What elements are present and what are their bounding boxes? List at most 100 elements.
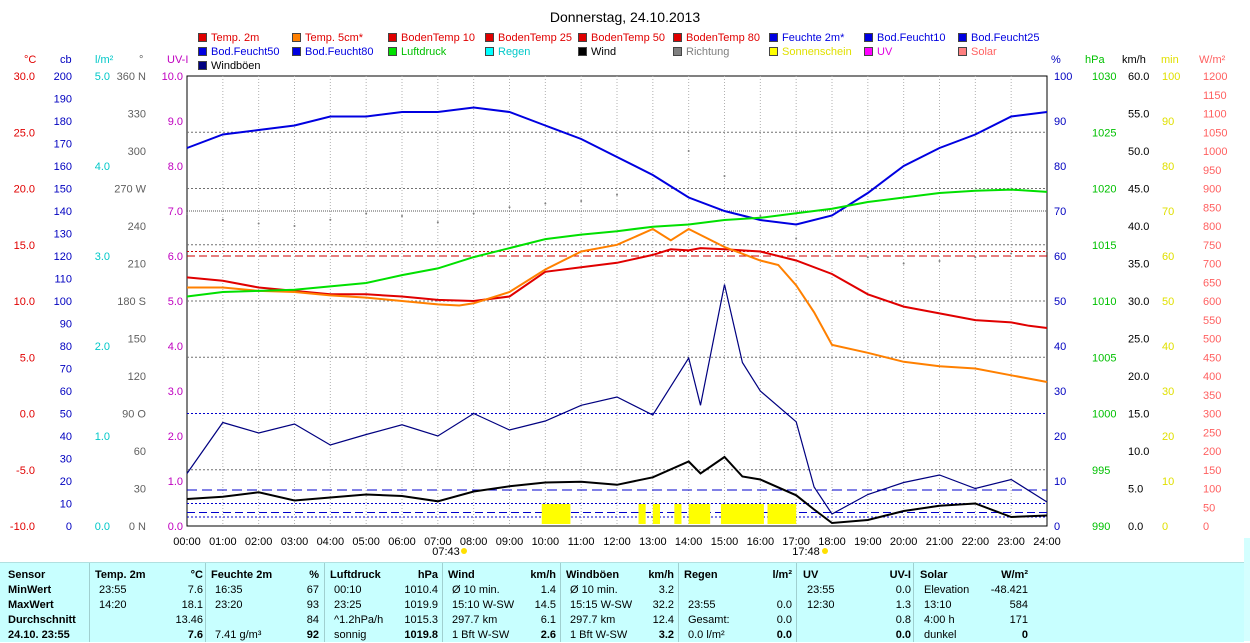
axis-tick-cb: 120 (54, 251, 72, 263)
stats-cell-value: 12.4 (652, 614, 674, 626)
axis-tick-solar: 450 (1203, 352, 1221, 364)
axis-tick-hum: 30 (1054, 386, 1066, 398)
direction-point (186, 212, 188, 215)
axis-unit-temp: °C (24, 54, 36, 66)
x-tick-label: 04:00 (317, 536, 345, 548)
direction-point (902, 262, 905, 265)
axis-tick-hum: 80 (1054, 161, 1066, 173)
axis-unit-solar: W/m² (1199, 54, 1226, 66)
stats-row-label: MinWert (8, 584, 52, 596)
axis-tick-wind: 30.0 (1128, 296, 1149, 308)
direction-point (974, 256, 977, 259)
axis-tick-temp: 0.0 (20, 409, 35, 421)
stats-cell-time: Gesamt: (688, 614, 730, 626)
axis-tick-wind: 25.0 (1128, 334, 1149, 346)
stats-cell-value: 3.2 (658, 629, 674, 641)
axis-tick-cb: 190 (54, 94, 72, 106)
stats-cell-time: 297.7 km (452, 614, 498, 626)
stats-cell-value: 0.0 (895, 629, 911, 641)
stats-cell-time: 4:00 h (924, 614, 955, 626)
column-separator (678, 563, 679, 642)
stats-cell-time: 15:15 W-SW (570, 599, 633, 611)
axis-tick-rain: 2.0 (95, 341, 110, 353)
legend-label: Regen (498, 46, 531, 58)
stats-header-unit: hPa (417, 569, 438, 581)
stats-cell-value: 93 (306, 599, 319, 611)
stats-header-unit: W/m² (1001, 569, 1028, 581)
legend-item: Bod.Feucht25 (958, 32, 1040, 44)
legend-label: Temp. 5cm* (305, 32, 364, 44)
stats-cell-time: Ø 10 min. (452, 584, 500, 596)
stats-cell-time: 13:10 (924, 599, 952, 611)
axis-tick-cb: 170 (54, 139, 72, 151)
axis-tick-solar: 300 (1203, 409, 1221, 421)
axis-tick-cb: 200 (54, 71, 72, 83)
stats-header: Sensor (8, 569, 46, 581)
legend-item: Feuchte 2m* (769, 32, 844, 44)
direction-point (580, 200, 583, 202)
legend-item: Sonnenschein (769, 46, 852, 58)
x-tick-label: 10:00 (532, 536, 560, 548)
stats-cell-value: 2.6 (540, 629, 556, 641)
legend-item: UV (864, 46, 892, 58)
sunshine-bar (541, 504, 571, 524)
stats-cell-time: Ø 10 min. (570, 584, 618, 596)
direction-point (795, 237, 798, 240)
axis-tick-dir: 330 (128, 109, 146, 121)
axis-tick-dir: 270 W (114, 184, 146, 196)
stats-cell-time: 00:10 (334, 584, 362, 596)
chart-title: Donnerstag, 24.10.2013 (550, 9, 700, 25)
legend-label: Bod.Feucht25 (971, 32, 1040, 44)
axis-tick-hum: 90 (1054, 116, 1066, 128)
axis-tick-hum: 100 (1054, 71, 1072, 83)
stats-cell-value: 14.5 (534, 599, 556, 611)
axis-tick-min: 100 (1162, 71, 1180, 83)
axis-unit-cb: cb (60, 54, 72, 66)
axis-tick-cb: 10 (60, 499, 72, 511)
axis-tick-solar: 1150 (1203, 90, 1227, 102)
legend-label: Bod.Feucht50 (211, 46, 280, 58)
axis-tick-dir: 240 (128, 221, 146, 233)
axis-tick-temp: 25.0 (14, 127, 35, 139)
axis-tick-cb: 110 (54, 274, 72, 286)
stats-cell-value: 0.0 (776, 614, 792, 626)
column-separator (205, 563, 206, 642)
stats-cell-time: 23:55 (688, 599, 716, 611)
x-tick-label: 03:00 (281, 536, 309, 548)
axis-unit-rain: l/m² (95, 54, 114, 66)
axis-tick-dir: 30 (134, 484, 146, 496)
axis-tick-rain: 0.0 (95, 521, 110, 533)
axis-tick-cb: 150 (54, 184, 72, 196)
legend-label: Bod.Feucht80 (305, 46, 374, 58)
sunshine-bar (688, 504, 711, 524)
axis-tick-hum: 10 (1054, 476, 1066, 488)
legend-item: Bod.Feucht10 (864, 32, 946, 44)
legend-swatch (578, 47, 587, 56)
axis-tick-solar: 200 (1203, 446, 1221, 458)
legend-item: Bod.Feucht80 (292, 46, 374, 58)
axis-tick-press: 1030 (1092, 71, 1116, 83)
legend-swatch (958, 47, 967, 56)
axis-tick-rain: 1.0 (95, 431, 110, 443)
axis-tick-temp: 30.0 (14, 71, 35, 83)
axis-tick-min: 20 (1162, 431, 1174, 443)
legend-item: Temp. 5cm* (292, 32, 363, 44)
legend-label: Windböen (211, 60, 261, 72)
legend-swatch (198, 61, 207, 70)
legend-label: Sonnenschein (782, 46, 852, 58)
stats-table: Sensor Temp. 2m °C Feuchte 2m% Luftdruck hPa W… (0, 562, 1244, 642)
x-tick-label: 07:00 (424, 536, 452, 548)
stats-cell-time: ^1.2hPa/h (334, 614, 384, 626)
axis-tick-solar: 550 (1203, 315, 1221, 327)
axis-tick-press: 995 (1092, 465, 1110, 477)
axis-tick-dir: 300 (128, 146, 146, 158)
axis-tick-press: 1010 (1092, 296, 1116, 308)
stats-cell-time: 1 Bft W-SW (570, 629, 628, 641)
axis-tick-solar: 150 (1203, 465, 1221, 477)
stats-cell-value: 0 (1021, 629, 1028, 641)
axis-tick-min: 40 (1162, 341, 1174, 353)
stats-cell-value: 3.2 (658, 584, 674, 596)
legend-label: BodenTemp 50 (591, 32, 665, 44)
axes: 00:00 01:00 02:00 03:00 04:00 05:00 06:00 07:00… (10, 54, 1228, 558)
scrollbar[interactable] (1244, 538, 1250, 641)
